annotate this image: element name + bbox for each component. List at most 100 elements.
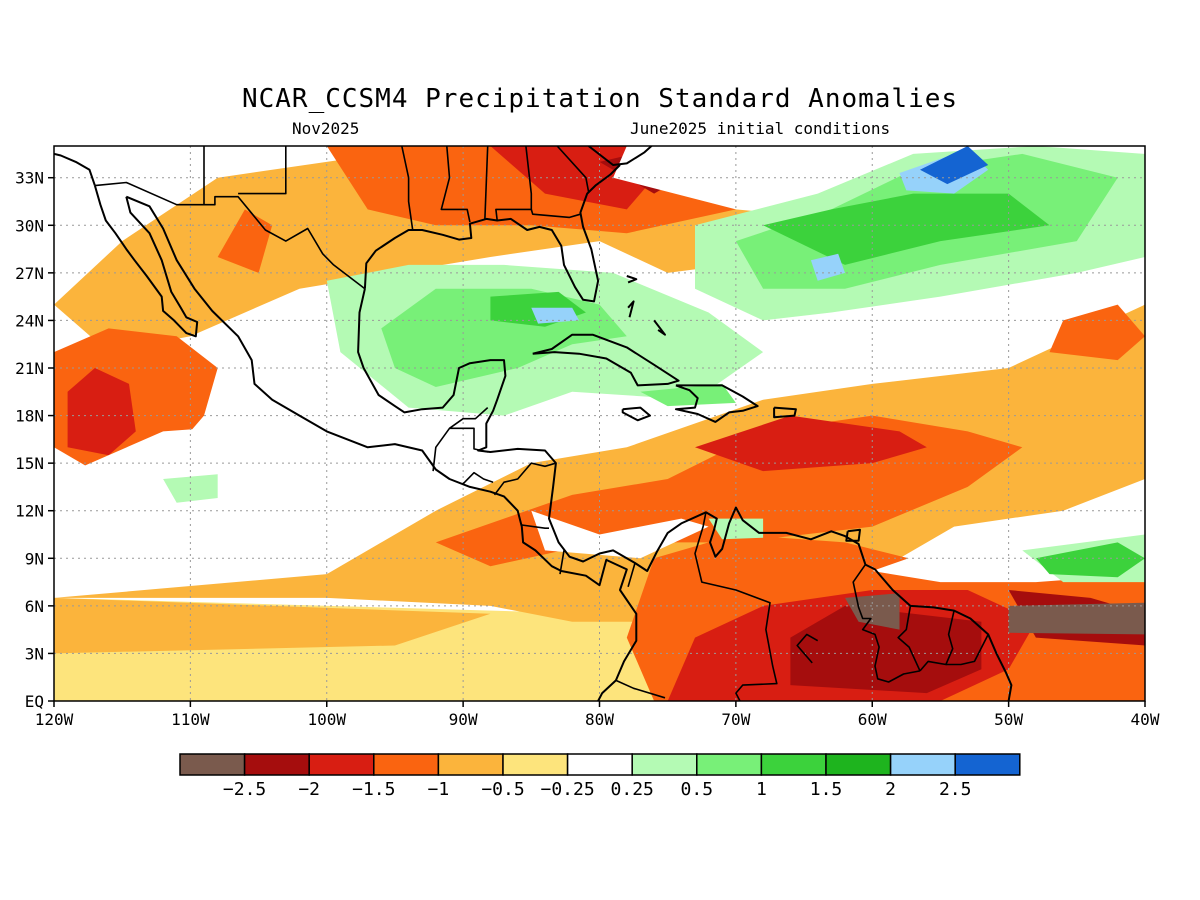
legend-label: 1.5 — [810, 779, 843, 800]
anomaly-region-1 — [54, 597, 491, 654]
anomaly-region-36 — [810, 253, 845, 281]
legend-label: 0.25 — [611, 779, 654, 800]
anomaly-region-29 — [708, 518, 764, 540]
coastline-1 — [125, 195, 638, 701]
legend-swatch — [179, 753, 246, 776]
x-tick-label: 60W — [858, 710, 887, 729]
anomaly-region-39 — [920, 146, 989, 185]
anomaly-region-33 — [763, 193, 1050, 265]
coastline-0 — [54, 152, 96, 186]
legend-swatch — [696, 753, 763, 776]
legend-swatch — [566, 753, 633, 776]
border-21 — [615, 679, 666, 699]
border-15 — [627, 562, 636, 588]
border-10 — [449, 427, 488, 453]
latitude-axis: EQ 3N 6N 9N 12N 15N 18N 21N 24N 27N 30N 33N — [15, 169, 54, 711]
y-tick-label: 30N — [15, 216, 44, 235]
legend-swatch — [373, 753, 440, 776]
legend-swatch — [631, 753, 698, 776]
longitude-axis: 120W 110W 100W 90W 80W 70W 60W 50W 40W — [35, 701, 1160, 729]
legend-label: −0.25 — [541, 779, 595, 800]
anomaly-region-37 — [531, 307, 579, 324]
border-17 — [852, 564, 921, 683]
legend-label: 2 — [885, 779, 896, 800]
legend-swatch — [889, 753, 956, 776]
y-tick-label: 27N — [15, 264, 44, 283]
legend-label: −1.5 — [352, 779, 395, 800]
border-14 — [559, 550, 565, 575]
anomaly-region-18 — [1008, 602, 1145, 635]
border-19 — [919, 610, 955, 672]
legend-swatch — [502, 753, 569, 776]
border-22 — [796, 633, 819, 664]
coastline-13 — [653, 319, 666, 336]
coastline-7 — [674, 384, 759, 423]
border-0 — [94, 181, 366, 290]
x-tick-label: 80W — [585, 710, 614, 729]
chart-title: NCAR_CCSM4 Precipitation Standard Anomal… — [241, 84, 959, 114]
coastline-2 — [93, 185, 199, 338]
coastline-11 — [626, 275, 638, 284]
anomaly-region-20 — [54, 423, 491, 567]
x-tick-label: 40W — [1131, 710, 1160, 729]
legend-label: 2.5 — [939, 779, 972, 800]
legend-swatch — [760, 753, 827, 776]
legend-swatch — [308, 753, 375, 776]
anomaly-region-35 — [1035, 542, 1145, 578]
y-tick-label: 3N — [25, 644, 44, 663]
y-tick-label: 21N — [15, 359, 44, 378]
y-tick-label: 15N — [15, 454, 44, 473]
legend-swatch — [243, 753, 310, 776]
legend-label: −2.5 — [223, 779, 266, 800]
y-tick-label: 6N — [25, 597, 44, 616]
legend-label: −1 — [428, 779, 450, 800]
border-13 — [521, 524, 549, 530]
x-tick-label: 110W — [171, 710, 210, 729]
legend-swatch — [825, 753, 892, 776]
border-7 — [530, 209, 581, 219]
x-tick-label: 90W — [449, 710, 478, 729]
coastline-12 — [627, 300, 635, 318]
border-16 — [694, 512, 778, 701]
coastline-5 — [363, 164, 621, 303]
coastline-4 — [587, 146, 653, 166]
y-tick-label: 12N — [15, 502, 44, 521]
coastline-8 — [621, 406, 651, 422]
y-tick-label: 9N — [25, 549, 44, 568]
x-tick-label: 100W — [307, 710, 346, 729]
border-20 — [945, 634, 989, 666]
coastline-6 — [532, 333, 680, 387]
anomaly-region-23 — [531, 510, 709, 559]
border-5 — [484, 146, 489, 219]
legend-label: 0.5 — [681, 779, 714, 800]
border-11 — [462, 471, 494, 485]
y-tick-label: EQ — [25, 692, 44, 711]
lat-lon-grid — [54, 146, 1145, 701]
legend-swatch — [437, 753, 504, 776]
border-9 — [432, 407, 489, 472]
border-8 — [556, 146, 590, 193]
forecast-month: Nov2025 — [292, 119, 360, 138]
coastline-9 — [773, 406, 797, 419]
anomaly-region-17 — [845, 593, 900, 630]
legend-label: −0.5 — [481, 779, 524, 800]
border-2 — [238, 146, 287, 195]
x-tick-label: 70W — [721, 710, 750, 729]
anomaly-region-32 — [640, 383, 736, 407]
legend-label: 1 — [756, 779, 767, 800]
anomaly-region-14 — [790, 605, 982, 694]
initial-conditions: June2025 initial conditions — [630, 119, 891, 138]
legend-swatch — [954, 753, 1021, 776]
coastline-10 — [845, 528, 861, 542]
border-3 — [401, 146, 414, 231]
border-4 — [440, 146, 471, 223]
y-tick-label: 18N — [15, 407, 44, 426]
legend-label: −2 — [298, 779, 320, 800]
anomaly-region-13 — [67, 368, 136, 456]
y-tick-label: 33N — [15, 169, 44, 188]
border-12 — [493, 462, 557, 496]
political-borders-layer — [94, 146, 989, 701]
border-18 — [897, 605, 921, 672]
anomaly-region-10 — [695, 415, 927, 472]
